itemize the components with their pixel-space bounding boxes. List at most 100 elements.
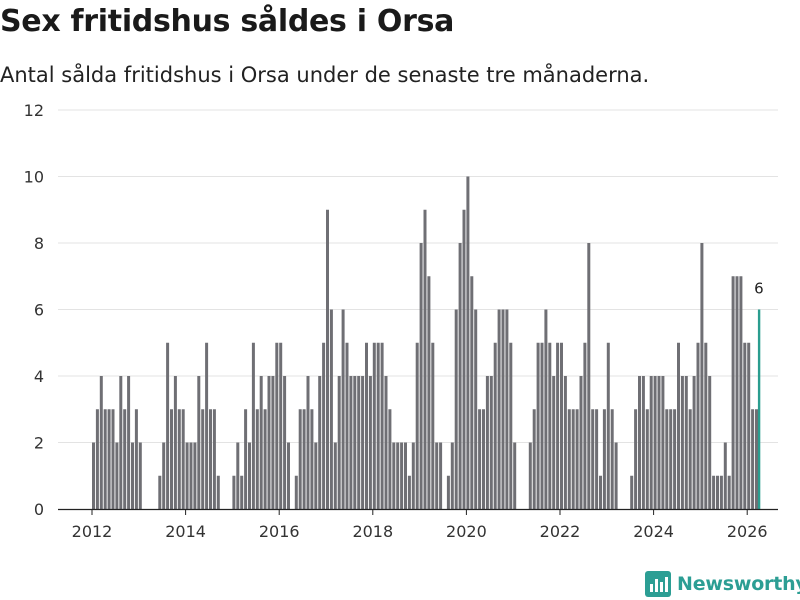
bar: [376, 342, 380, 509]
logo-text: Newsworthy: [677, 573, 800, 595]
x-tick-label: 2012: [72, 522, 113, 541]
bar: [279, 342, 283, 509]
bar: [248, 442, 251, 509]
bar: [684, 376, 688, 509]
bar: [326, 209, 329, 509]
bar: [396, 442, 400, 509]
bar: [704, 342, 708, 509]
bar: [610, 409, 614, 509]
bar: [723, 442, 727, 509]
chart-title: Sex fritidshus såldes i Orsa: [0, 4, 455, 39]
bar: [380, 342, 384, 509]
bar: [649, 376, 653, 509]
bar: [411, 442, 415, 509]
x-tick-label: 2014: [165, 522, 206, 541]
bar: [197, 376, 201, 509]
bar: [333, 442, 337, 509]
bar: [400, 442, 404, 509]
bar: [696, 342, 700, 509]
bar: [630, 475, 634, 509]
bar: [739, 276, 743, 509]
y-tick-label: 12: [24, 101, 44, 120]
bar: [680, 376, 684, 509]
bar: [556, 342, 560, 509]
bar: [185, 442, 189, 509]
bar: [107, 409, 111, 509]
bar: [173, 376, 177, 509]
bar-latest: [757, 309, 761, 509]
bar: [528, 442, 532, 509]
y-tick-label: 10: [24, 168, 44, 187]
chart-subtitle: Antal sålda fritidshus i Orsa under de s…: [0, 63, 650, 87]
bar: [716, 475, 719, 509]
bar: [439, 442, 443, 509]
bar: [653, 376, 657, 509]
x-tick-label: 2022: [540, 522, 581, 541]
bar: [548, 342, 552, 509]
bar: [271, 376, 275, 509]
bar: [103, 409, 107, 509]
bar: [419, 243, 423, 509]
bar: [470, 276, 474, 509]
bar: [244, 409, 248, 509]
bar: [571, 409, 575, 509]
bar: [552, 376, 556, 509]
bar: [431, 342, 435, 509]
bar: [450, 442, 454, 509]
bar: [478, 409, 482, 509]
bar: [669, 409, 673, 509]
bar: [614, 442, 618, 509]
bar: [193, 442, 197, 509]
newsworthy-logo[interactable]: Newsworthy: [644, 570, 800, 598]
x-tick-label: 2024: [633, 522, 674, 541]
bar: [641, 376, 645, 509]
bar: [341, 309, 345, 509]
bar: [454, 309, 458, 509]
bar: [505, 309, 509, 509]
bar: [497, 309, 501, 509]
bar: [216, 475, 220, 509]
bar: [368, 376, 372, 509]
bar: [560, 342, 563, 509]
bar: [599, 475, 602, 509]
bar: [688, 409, 692, 509]
bar: [232, 475, 236, 509]
bar: [99, 376, 103, 509]
bar: [712, 475, 716, 509]
bar: [657, 376, 661, 509]
bar: [212, 409, 216, 509]
y-axis: 0 2 4 6 8 10 12: [24, 101, 44, 519]
bar: [755, 409, 758, 509]
bar: [209, 409, 212, 509]
bar: [751, 409, 755, 509]
bar: [700, 243, 704, 509]
bar: [489, 376, 493, 509]
bar: [384, 376, 388, 509]
bar: [298, 409, 302, 509]
bar: [634, 409, 638, 509]
bar: [415, 342, 419, 509]
bar: [544, 309, 548, 509]
bar: [602, 409, 606, 509]
bar: [743, 342, 747, 509]
bar: [747, 342, 751, 509]
bar: [158, 475, 162, 509]
bar: [407, 475, 411, 509]
bar: [719, 475, 723, 509]
x-axis: 2012 2014 2016 2018 2020 2022 2024 2026: [58, 508, 778, 541]
bar: [314, 442, 318, 509]
bar: [446, 475, 450, 509]
bar-series: [92, 176, 761, 509]
bar: [731, 276, 735, 509]
bar: [587, 243, 591, 509]
bar: [283, 376, 287, 509]
bar: [287, 442, 290, 509]
bar: [111, 409, 115, 509]
bar: [337, 376, 341, 509]
bar: [119, 376, 123, 509]
bar: [95, 409, 99, 509]
bar: [240, 475, 244, 509]
bar: [310, 409, 314, 509]
x-tick-label: 2018: [352, 522, 393, 541]
